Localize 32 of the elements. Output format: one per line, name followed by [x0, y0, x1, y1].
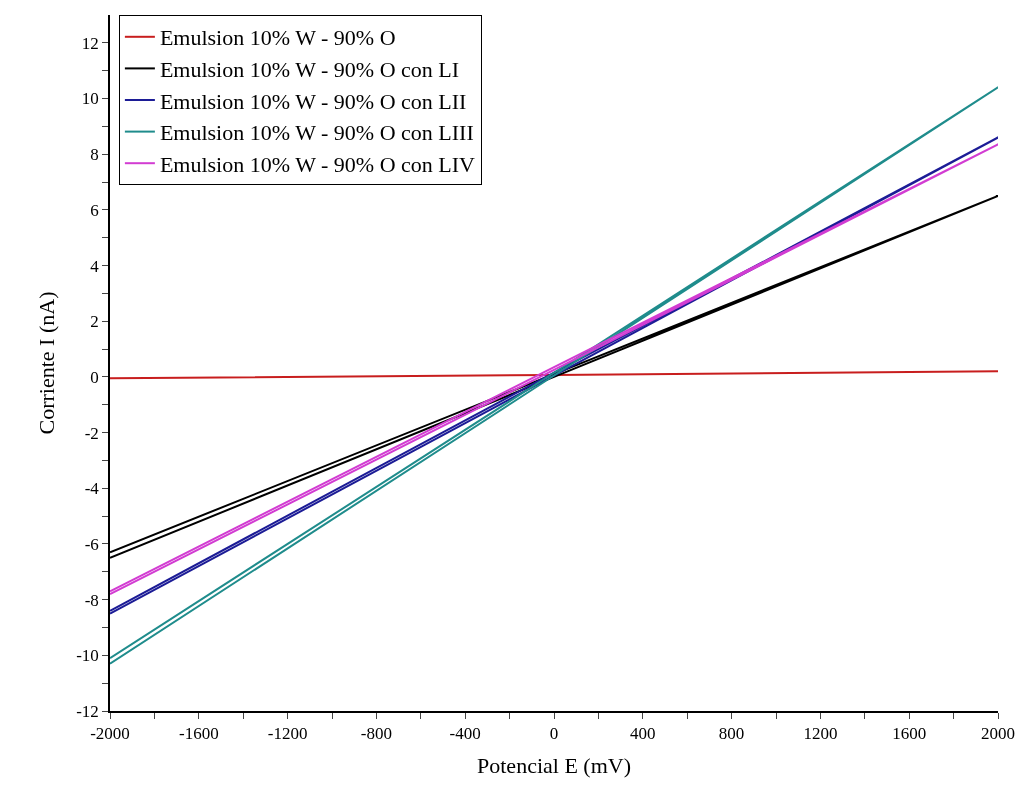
legend-label: Emulsion 10% W - 90% O con LII: [159, 88, 467, 114]
x-tick-label: -1600: [178, 724, 219, 744]
y-tick-label: 4: [90, 256, 100, 276]
y-tick-label: 12: [81, 33, 99, 53]
x-tick-label: -400: [449, 724, 481, 744]
y-tick-label: -12: [76, 701, 99, 721]
x-tick-label: 400: [630, 724, 656, 744]
legend-label: Emulsion 10% W - 90% O con LIII: [159, 120, 474, 146]
y-tick-label: 8: [90, 145, 99, 165]
x-tick-label: -2000: [90, 724, 130, 744]
x-tick-label: -1200: [267, 724, 308, 744]
line-series: [110, 86, 998, 665]
y-tick-label: -2: [84, 423, 99, 443]
y-tick-label: -8: [84, 590, 99, 610]
x-axis-title: Potencial E (mV): [477, 752, 631, 778]
legend-label: Emulsion 10% W - 90% O con LIV: [159, 151, 476, 177]
y-tick-label: 2: [90, 312, 99, 332]
x-tick-label: 2000: [981, 724, 1015, 744]
x-tick-label: 1200: [803, 724, 838, 744]
x-tick-label: -800: [360, 724, 392, 744]
y-tick-label: -4: [84, 479, 100, 499]
y-tick-label: 0: [90, 367, 99, 387]
y-tick-label: 10: [81, 89, 99, 109]
x-tick-label: 0: [549, 724, 559, 744]
x-tick-label: 1600: [892, 724, 927, 744]
y-tick-label: -10: [76, 646, 99, 666]
x-tick-label: 800: [718, 724, 745, 744]
y-axis-title: Corriente I (nA): [34, 291, 60, 435]
legend-label: Emulsion 10% W - 90% O con LI: [159, 56, 460, 82]
y-tick-label: -6: [84, 534, 99, 554]
y-tick-label: 6: [90, 200, 99, 220]
legend-label: Emulsion 10% W - 90% O: [159, 25, 396, 51]
